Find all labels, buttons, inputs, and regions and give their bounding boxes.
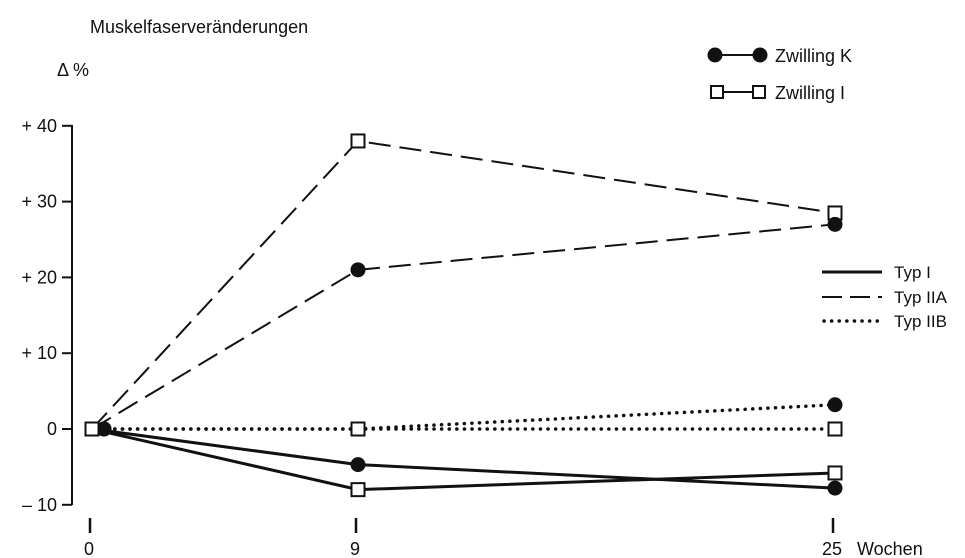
data-point-open-square <box>350 482 366 498</box>
data-point-open-square <box>827 421 843 437</box>
y-tick-label: 0 <box>47 419 57 439</box>
x-axis-unit: Wochen <box>857 539 923 558</box>
data-point-filled-circle <box>350 262 366 278</box>
series-layer <box>84 133 843 498</box>
x-tick-label: 9 <box>350 539 360 558</box>
y-tick-label: – 10 <box>22 495 57 515</box>
legend-marker-open-square <box>710 85 724 99</box>
x-tick-label: 0 <box>84 539 94 558</box>
y-tick-label: + 30 <box>21 192 57 212</box>
legend-label-zwilling-k: Zwilling K <box>775 46 852 66</box>
legend-label-zwilling-i: Zwilling I <box>775 83 845 103</box>
series-line <box>91 427 836 492</box>
y-axis-ticks: + 40 + 30 + 20 + 10 0 – 10 <box>21 116 72 515</box>
data-point-filled-circle <box>827 216 843 232</box>
data-point-open-square <box>827 465 843 481</box>
data-point-open-square <box>350 133 366 149</box>
y-tick-label: + 10 <box>21 343 57 363</box>
series-line <box>91 427 836 490</box>
x-axis-ticks: 0 9 25 <box>84 518 842 558</box>
series-line <box>91 139 836 430</box>
legend-marker-filled-circle <box>752 47 768 63</box>
x-tick-label: 25 <box>822 539 842 558</box>
y-tick-label: + 40 <box>21 116 57 136</box>
legend-marker-filled-circle <box>707 47 723 63</box>
twin-legend: Zwilling K Zwilling I <box>707 46 852 103</box>
data-point-open-square <box>350 421 366 437</box>
data-point-filled-circle <box>96 421 112 437</box>
legend-label-typ-iia: Typ IIA <box>894 288 948 307</box>
data-point-open-square <box>84 421 100 437</box>
series-line <box>91 223 836 430</box>
legend-label-typ-i: Typ I <box>894 263 931 282</box>
data-point-filled-circle <box>827 397 843 413</box>
y-tick-label: + 20 <box>21 267 57 287</box>
legend-marker-open-square <box>752 85 766 99</box>
series-line <box>90 402 837 431</box>
y-axis-unit: Δ % <box>57 60 89 80</box>
data-point-filled-circle <box>350 457 366 473</box>
data-point-filled-circle <box>827 480 843 496</box>
legend-label-typ-iib: Typ IIB <box>894 312 947 331</box>
y-axis-title: Muskelfaserveränderungen <box>90 17 308 37</box>
fiber-type-legend: Typ I Typ IIA Typ IIB <box>822 263 948 331</box>
